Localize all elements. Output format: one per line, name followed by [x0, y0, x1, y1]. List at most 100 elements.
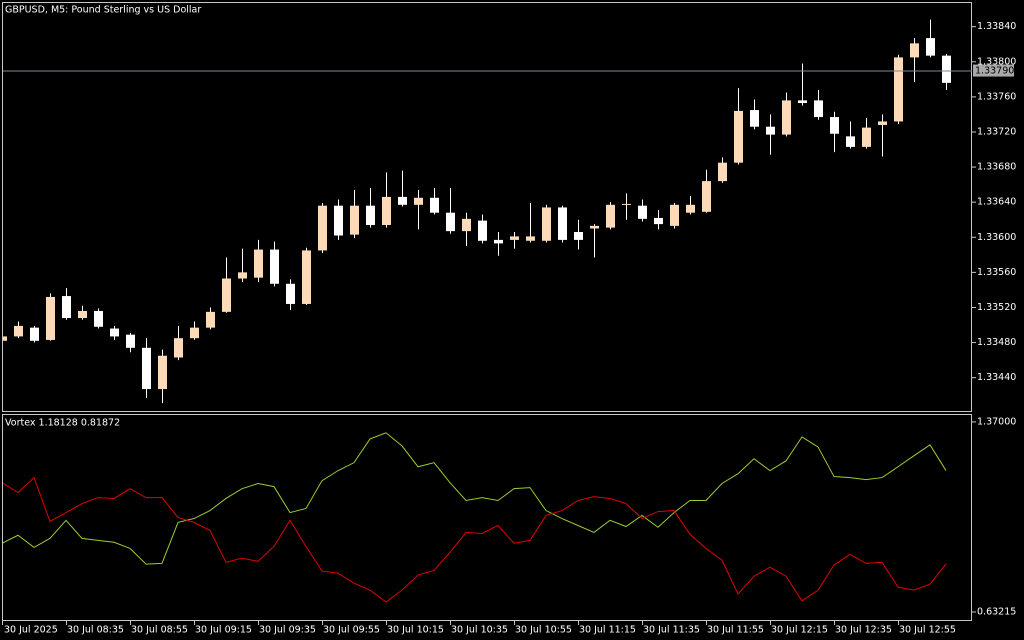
- candle-body: [238, 272, 247, 279]
- candle-body: [302, 250, 311, 304]
- candle-body: [926, 38, 935, 56]
- candle-body: [206, 311, 215, 328]
- x-tick-label: 30 Jul 2025: [4, 625, 58, 636]
- candle-body: [398, 196, 407, 205]
- candle-body: [382, 196, 391, 225]
- candle-body: [110, 328, 119, 337]
- candle-body: [590, 225, 599, 229]
- y-tick-label: 1.33800: [977, 56, 1016, 67]
- candle-body: [782, 100, 791, 135]
- candle-body: [830, 117, 839, 134]
- candle-body: [494, 239, 503, 244]
- x-tick-label: 30 Jul 10:35: [451, 625, 508, 636]
- y-tick-label: 1.33520: [977, 302, 1016, 313]
- y-tick-label: 1.33600: [977, 232, 1016, 243]
- price-panel-frame: [2, 2, 972, 412]
- candle-body: [574, 232, 583, 240]
- candle-body: [718, 162, 727, 182]
- y-tick-label: 1.33640: [977, 197, 1016, 208]
- y-tick-label: 1.33680: [977, 162, 1016, 173]
- y-tick-label: 1.33480: [977, 337, 1016, 348]
- candle-body: [158, 355, 167, 390]
- y-tick-label: 1.37000: [977, 416, 1016, 427]
- x-tick-label: 30 Jul 10:15: [387, 625, 444, 636]
- candle-body: [366, 205, 375, 225]
- candle-body: [46, 296, 55, 340]
- candle-body: [446, 212, 455, 232]
- y-tick-label: 1.33840: [977, 21, 1016, 32]
- candle-body: [894, 57, 903, 122]
- candle-body: [622, 203, 631, 205]
- candle-body: [798, 100, 807, 104]
- x-tick-label: 30 Jul 08:55: [131, 625, 188, 636]
- candle-body: [910, 43, 919, 58]
- candle-body: [670, 204, 679, 226]
- vortex-line: [3, 432, 947, 565]
- candle-body: [30, 327, 39, 341]
- x-tick-label: 30 Jul 09:15: [195, 625, 252, 636]
- candle-body: [878, 121, 887, 125]
- bid-label: 1.33790: [975, 66, 1014, 77]
- candle-body: [62, 296, 71, 318]
- candle-body: [286, 283, 295, 304]
- candle-body: [526, 236, 535, 241]
- candle-body: [270, 249, 279, 284]
- candle-body: [318, 205, 327, 251]
- bid-label-box: [973, 64, 1014, 77]
- candle-body: [94, 310, 103, 327]
- vortex-line: [3, 476, 947, 603]
- candle-body: [766, 126, 775, 135]
- x-tick-label: 30 Jul 10:55: [515, 625, 572, 636]
- indicator-title: Vortex 1.18128 0.81872: [5, 418, 120, 429]
- candle-body: [462, 218, 471, 232]
- candle-body: [174, 338, 183, 358]
- candle-body: [414, 197, 423, 205]
- x-tick-label: 30 Jul 09:55: [323, 625, 380, 636]
- candle-body: [862, 127, 871, 147]
- candle-body: [142, 347, 151, 390]
- x-tick-label: 30 Jul 11:55: [707, 625, 764, 636]
- x-tick-label: 30 Jul 12:35: [835, 625, 892, 636]
- candle-body: [686, 204, 695, 213]
- candle-body: [750, 110, 759, 127]
- chart-title: GBPUSD, M5: Pound Sterling vs US Dollar: [5, 5, 201, 16]
- candle-body: [702, 181, 711, 212]
- candle-body: [126, 334, 135, 348]
- candle-body: [3, 336, 7, 341]
- candle-body: [430, 197, 439, 213]
- x-tick-label: 30 Jul 08:35: [67, 625, 124, 636]
- y-tick-label: 1.33440: [977, 372, 1016, 383]
- candle-body: [638, 205, 647, 219]
- price-plot: [3, 19, 951, 404]
- x-tick-label: 30 Jul 09:35: [259, 625, 316, 636]
- candle-body: [334, 205, 343, 236]
- y-tick-label: 1.33760: [977, 91, 1016, 102]
- candle-body: [222, 278, 231, 312]
- indicator-plot: [3, 432, 947, 603]
- candle-body: [14, 325, 23, 337]
- candle-body: [734, 110, 743, 163]
- x-tick-label: 30 Jul 12:15: [771, 625, 828, 636]
- candle-body: [942, 55, 951, 83]
- candle-body: [190, 327, 199, 339]
- indicator-panel-frame: [2, 414, 972, 621]
- y-tick-label: 1.33720: [977, 126, 1016, 137]
- x-tick-label: 30 Jul 11:15: [579, 625, 636, 636]
- candle-body: [814, 100, 823, 118]
- x-tick-label: 30 Jul 12:55: [899, 625, 956, 636]
- y-tick-label: 0.63215: [977, 606, 1016, 617]
- candle-body: [78, 310, 87, 318]
- candle-body: [350, 205, 359, 235]
- candle-body: [254, 249, 263, 278]
- x-tick-label: 30 Jul 11:35: [643, 625, 700, 636]
- candle-body: [478, 220, 487, 241]
- candle-body: [846, 136, 855, 147]
- candle-body: [510, 236, 519, 240]
- candle-body: [606, 204, 615, 228]
- candle-body: [542, 207, 551, 241]
- candle-body: [654, 217, 663, 225]
- candle-body: [558, 207, 567, 240]
- y-tick-label: 1.33560: [977, 267, 1016, 278]
